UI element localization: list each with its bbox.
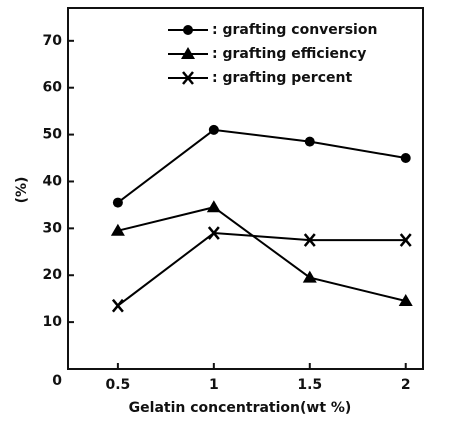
point	[399, 233, 412, 247]
y-tick-label: 70	[43, 33, 63, 49]
x-tick-label: 0.5	[105, 377, 130, 393]
point	[304, 136, 315, 147]
series-line	[117, 232, 406, 307]
x-tick-label: 1	[209, 377, 219, 393]
x-tick-label: 1.5	[297, 377, 322, 393]
point	[207, 226, 220, 240]
series-line	[117, 206, 406, 302]
point	[111, 298, 124, 313]
legend-label: : grafting percent	[212, 70, 352, 86]
legend-label: : grafting conversion	[212, 22, 377, 38]
point	[206, 200, 221, 213]
point	[208, 124, 219, 135]
series-line	[117, 128, 406, 204]
legend-marker	[183, 25, 193, 35]
legend-marker	[181, 47, 195, 59]
y-tick-label: 30	[43, 220, 63, 236]
x-tick-label: 2	[401, 377, 411, 393]
y-tick-label: 20	[43, 267, 63, 283]
y-axis-label: (%)	[14, 177, 30, 204]
plot-frame	[67, 7, 424, 370]
point	[302, 270, 317, 283]
x-axis-label: Gelatin concentration(wt %)	[129, 400, 352, 416]
point	[398, 294, 413, 307]
y-tick-label: 50	[43, 127, 63, 143]
y-tick-label: 0	[52, 373, 62, 389]
legend-label: : grafting efficiency	[212, 46, 366, 62]
y-tick-label: 40	[43, 173, 63, 189]
point	[303, 233, 316, 247]
y-tick-label: 60	[43, 80, 63, 96]
legend-marker	[182, 71, 194, 85]
point	[112, 197, 123, 208]
point	[110, 223, 125, 236]
y-tick-label: 10	[43, 314, 63, 330]
point	[400, 153, 411, 164]
